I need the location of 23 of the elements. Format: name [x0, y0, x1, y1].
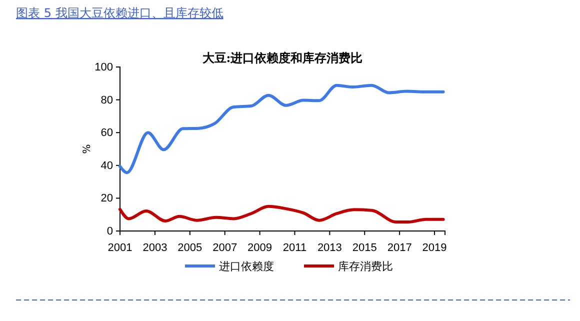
y-tick-label: 0: [106, 226, 113, 238]
y-tick-label: 100: [94, 62, 113, 74]
legend-label: 进口依赖度: [219, 260, 274, 273]
line-series: [118, 84, 445, 174]
x-tick-label: 2015: [352, 242, 377, 254]
y-axis-title: %: [82, 144, 93, 154]
x-tick-label: 2019: [422, 242, 447, 254]
legend-label: 库存消费比: [338, 260, 393, 273]
x-tick-label: 2003: [142, 242, 168, 254]
line-series: [118, 204, 445, 224]
x-tick-label: 2007: [212, 242, 238, 254]
chart-title: 图表 5 我国大豆依赖进口、且库存较低: [16, 6, 224, 20]
x-tick-label: 2001: [108, 242, 132, 254]
x-tick-label: 2017: [387, 242, 412, 254]
x-tick-label: 2013: [317, 242, 342, 254]
x-tick-label: 2011: [282, 242, 307, 254]
y-tick-label: 80: [100, 94, 113, 106]
y-tick-label: 60: [100, 127, 113, 140]
y-tick-label: 20: [100, 192, 113, 205]
y-tick-label: 40: [100, 160, 113, 172]
x-tick-label: 2009: [248, 242, 272, 254]
chart-subtitle: 大豆:进口依赖度和库存消费比: [202, 51, 363, 65]
x-tick-label: 2005: [178, 242, 202, 254]
